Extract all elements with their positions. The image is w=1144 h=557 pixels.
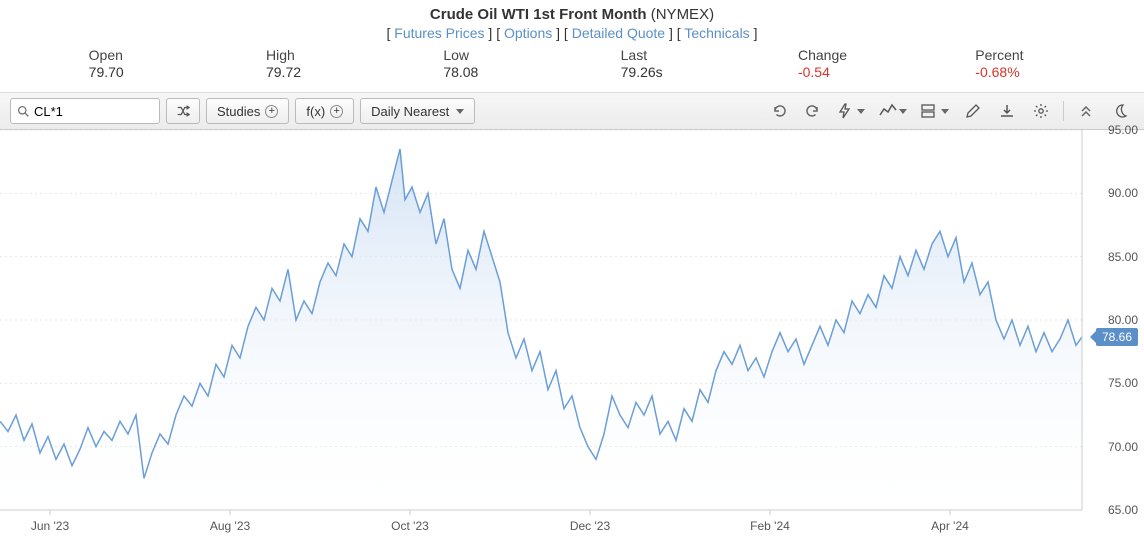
chart-svg xyxy=(0,130,1144,537)
y-axis-label: 85.00 xyxy=(1108,250,1138,264)
layout-icon xyxy=(921,103,939,119)
toolbar-separator xyxy=(1063,101,1064,121)
layout-button[interactable] xyxy=(917,98,953,124)
x-axis-label: Dec '23 xyxy=(570,519,610,533)
undo-button[interactable] xyxy=(765,98,793,124)
chart-line-icon xyxy=(879,103,897,119)
chevron-down-icon xyxy=(857,109,865,114)
studies-label: Studies xyxy=(217,104,260,119)
symbol-search-input[interactable] xyxy=(34,104,153,119)
theme-button[interactable] xyxy=(1106,98,1134,124)
settings-button[interactable] xyxy=(1027,98,1055,124)
chevron-double-up-icon xyxy=(1079,103,1093,119)
label-last: Last xyxy=(621,47,701,63)
y-axis-label: 80.00 xyxy=(1108,313,1138,327)
value-last: 79.26s xyxy=(621,63,701,80)
studies-button[interactable]: Studies + xyxy=(206,98,289,124)
link-technicals[interactable]: Technicals xyxy=(684,25,749,41)
value-high: 79.72 xyxy=(266,63,346,80)
quote-open: Open 79.70 xyxy=(89,47,169,80)
value-open: 79.70 xyxy=(89,63,169,80)
label-open: Open xyxy=(89,47,169,63)
collapse-button[interactable] xyxy=(1072,98,1100,124)
gear-icon xyxy=(1033,103,1049,119)
x-axis-label: Aug '23 xyxy=(210,519,250,533)
link-futures-prices[interactable]: Futures Prices xyxy=(394,25,484,41)
range-label: Daily Nearest xyxy=(371,104,449,119)
moon-icon xyxy=(1112,103,1128,119)
download-icon xyxy=(999,103,1015,119)
link-detailed-quote[interactable]: Detailed Quote xyxy=(572,25,665,41)
download-button[interactable] xyxy=(993,98,1021,124)
label-percent: Percent xyxy=(975,47,1055,63)
label-change: Change xyxy=(798,47,878,63)
y-axis-label: 75.00 xyxy=(1108,376,1138,390)
y-axis-label: 70.00 xyxy=(1108,440,1138,454)
chevron-down-icon xyxy=(941,109,949,114)
exchange-label: (NYMEX) xyxy=(651,6,714,23)
y-axis-label: 65.00 xyxy=(1108,503,1138,517)
x-axis-label: Jun '23 xyxy=(31,519,69,533)
draw-button[interactable] xyxy=(959,98,987,124)
value-change: -0.54 xyxy=(798,63,878,80)
quote-row: Open 79.70 High 79.72 Low 78.08 Last 79.… xyxy=(0,45,1144,90)
header-links: [ Futures Prices ] [ Options ] [ Detaile… xyxy=(0,23,1144,45)
chevron-down-icon xyxy=(456,109,464,114)
quote-low: Low 78.08 xyxy=(443,47,523,80)
quote-high: High 79.72 xyxy=(266,47,346,80)
undo-icon xyxy=(771,103,787,119)
chart-type-button[interactable] xyxy=(875,98,911,124)
fx-button[interactable]: f(x) + xyxy=(295,98,354,124)
value-percent: -0.68% xyxy=(975,63,1055,80)
last-price-flag: 78.66 xyxy=(1096,328,1138,346)
label-low: Low xyxy=(443,47,523,63)
symbol-search-wrap[interactable] xyxy=(10,98,160,124)
plus-icon: + xyxy=(265,105,278,118)
chevron-down-icon xyxy=(899,109,907,114)
range-button[interactable]: Daily Nearest xyxy=(360,98,475,124)
link-options[interactable]: Options xyxy=(504,25,552,41)
lightning-icon xyxy=(837,103,855,119)
label-high: High xyxy=(266,47,346,63)
shuffle-icon xyxy=(176,104,190,118)
x-axis-label: Oct '23 xyxy=(391,519,429,533)
quote-last: Last 79.26s xyxy=(621,47,701,80)
y-axis-label: 90.00 xyxy=(1108,186,1138,200)
x-axis-label: Apr '24 xyxy=(931,519,969,533)
price-chart[interactable]: 65.0070.0075.0080.0085.0090.0095.00 Jun … xyxy=(0,130,1144,537)
quote-change: Change -0.54 xyxy=(798,47,878,80)
y-axis-label: 95.00 xyxy=(1108,123,1138,137)
fx-label: f(x) xyxy=(306,104,325,119)
compare-button[interactable] xyxy=(166,98,200,124)
title-line: Crude Oil WTI 1st Front Month (NYMEX) xyxy=(0,6,1144,23)
plus-icon: + xyxy=(330,105,343,118)
search-icon xyxy=(17,105,30,118)
x-axis-label: Feb '24 xyxy=(750,519,790,533)
redo-icon xyxy=(805,103,821,119)
value-low: 78.08 xyxy=(443,63,523,80)
quote-percent: Percent -0.68% xyxy=(975,47,1055,80)
events-button[interactable] xyxy=(833,98,869,124)
chart-toolbar: Studies + f(x) + Daily Nearest xyxy=(0,92,1144,130)
redo-button[interactable] xyxy=(799,98,827,124)
quote-header: Crude Oil WTI 1st Front Month (NYMEX) [ … xyxy=(0,0,1144,92)
instrument-title: Crude Oil WTI 1st Front Month xyxy=(430,6,647,23)
pencil-icon xyxy=(965,103,981,119)
